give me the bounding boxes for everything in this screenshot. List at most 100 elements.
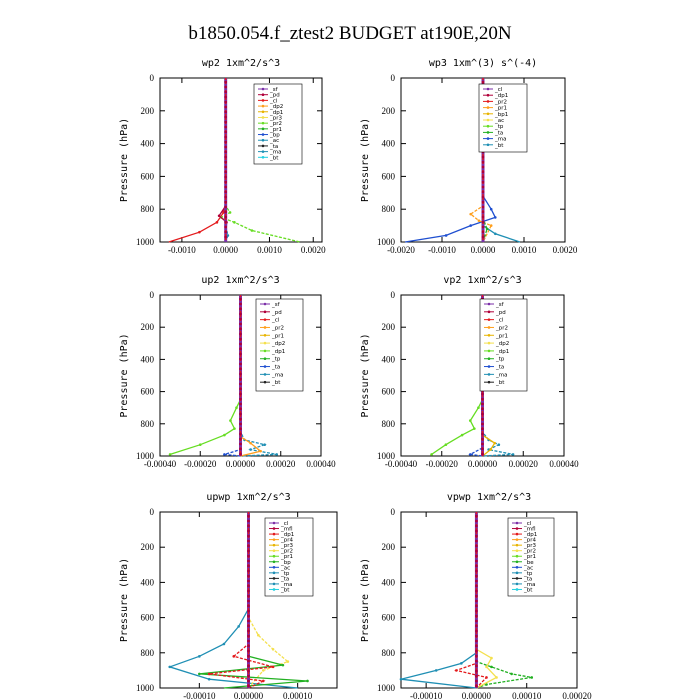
zero-profile-marker	[224, 115, 228, 119]
zero-profile-marker	[224, 175, 228, 179]
x-tick-label: -0.0010	[428, 245, 456, 255]
series-point	[477, 219, 481, 222]
legend-marker	[487, 341, 491, 345]
zero-profile-marker	[247, 544, 250, 548]
series-point	[263, 443, 266, 447]
zero-profile-marker	[247, 634, 250, 638]
legend-marker	[272, 554, 276, 558]
y-tick-label: 1000	[377, 451, 396, 461]
legend-label: _cl	[280, 521, 289, 527]
y-axis-label: Pressure (hPa)	[360, 558, 371, 642]
legend-marker	[263, 365, 267, 368]
zero-profile-marker	[481, 80, 485, 84]
y-tick-label: 200	[141, 322, 155, 332]
y-tick-label: 400	[382, 354, 396, 364]
zero-profile-marker	[224, 215, 228, 219]
legend-label: _dp1	[280, 532, 294, 538]
y-tick-label: 1000	[377, 683, 396, 693]
zero-profile-marker	[247, 564, 250, 568]
series-point	[257, 633, 260, 637]
legend-label: _bp	[269, 133, 280, 139]
series-point	[226, 234, 230, 237]
zero-profile-marker	[481, 412, 484, 416]
legend-label: _pd	[495, 310, 506, 316]
zero-profile-marker	[475, 554, 478, 558]
legend-marker	[486, 124, 490, 128]
zero-profile-marker	[475, 559, 478, 563]
zero-profile-marker	[239, 442, 242, 446]
legend-label: _pr2	[495, 325, 508, 331]
series-point	[430, 453, 433, 456]
zero-profile-marker	[247, 654, 250, 658]
zero-profile-marker	[224, 135, 228, 139]
zero-profile-marker	[239, 392, 242, 396]
zero-profile-marker	[475, 639, 478, 643]
legend-marker	[486, 112, 490, 116]
zero-profile-marker	[224, 85, 228, 89]
y-tick-label: 600	[382, 387, 396, 397]
x-tick-label: 0.00020	[266, 459, 296, 469]
legend-marker	[486, 137, 490, 140]
zero-profile-marker	[481, 417, 484, 421]
zero-profile-marker	[224, 110, 228, 114]
legend-label: _dp2	[269, 104, 283, 110]
series-point	[233, 427, 236, 430]
series-line-ta	[167, 512, 298, 689]
panel-4: vp2 1xm^2/s^3 Pressure (hPa) 0 200 400 600 800…	[360, 275, 579, 469]
zero-profile-marker	[475, 569, 478, 573]
series-point	[468, 453, 472, 456]
y-tick-label: 600	[141, 171, 155, 181]
legend-box	[253, 83, 303, 165]
zero-profile-marker	[239, 417, 242, 421]
zero-profile-marker	[247, 579, 250, 583]
zero-profile-marker	[475, 514, 478, 518]
legend-marker	[486, 131, 490, 134]
x-tick-label: -0.00010	[410, 691, 443, 700]
legend-marker	[487, 310, 491, 314]
series-point	[237, 625, 240, 628]
y-tick-label: 0	[391, 507, 396, 517]
series-point	[261, 669, 265, 672]
zero-profile-marker	[239, 402, 242, 406]
series-point	[306, 679, 309, 683]
legend-label: _ta	[271, 365, 280, 371]
zero-profile-marker	[239, 452, 242, 456]
zero-profile-marker	[224, 120, 228, 124]
zero-profile-marker	[247, 569, 250, 573]
legend-marker	[487, 380, 491, 384]
x-tick-label: 0.00000	[226, 459, 256, 469]
legend-marker	[263, 333, 267, 337]
zero-profile-marker	[475, 589, 478, 593]
legend-label: _mfl	[280, 527, 293, 533]
legend-marker	[272, 560, 276, 564]
x-tick-label: 0.00000	[234, 691, 264, 700]
legend-marker	[487, 326, 491, 329]
legend-label: _dp1	[523, 532, 537, 538]
series-line-tp	[224, 295, 242, 457]
x-tick-label: 0.0020	[301, 245, 326, 255]
legend-label: _dp1	[269, 110, 283, 116]
panel-title: vpwp 1xm^2/s^3	[447, 492, 531, 503]
zero-profile-marker	[224, 125, 228, 129]
zero-profile-marker	[481, 447, 484, 451]
series-point	[232, 655, 236, 658]
x-tick-label: -0.0020	[387, 245, 415, 255]
series-point	[485, 665, 488, 669]
legend-marker	[487, 349, 491, 353]
x-tick-label: 0.0000	[471, 245, 496, 255]
legend-marker	[515, 588, 519, 591]
legend-marker	[272, 549, 276, 552]
zero-profile-marker	[247, 574, 250, 578]
series-point	[494, 232, 497, 236]
zero-profile-marker	[481, 402, 484, 406]
series-point	[229, 419, 232, 422]
series-point	[444, 443, 448, 447]
x-tick-label: 0.0010	[257, 245, 282, 255]
y-tick-label: 800	[382, 204, 396, 214]
legend-label: _ac	[280, 565, 290, 571]
zero-profile-marker	[224, 165, 228, 169]
zero-profile-marker	[247, 614, 250, 618]
x-tick-label: 0.0010	[512, 245, 537, 255]
y-tick-label: 600	[141, 387, 155, 397]
legend-marker	[515, 543, 519, 547]
